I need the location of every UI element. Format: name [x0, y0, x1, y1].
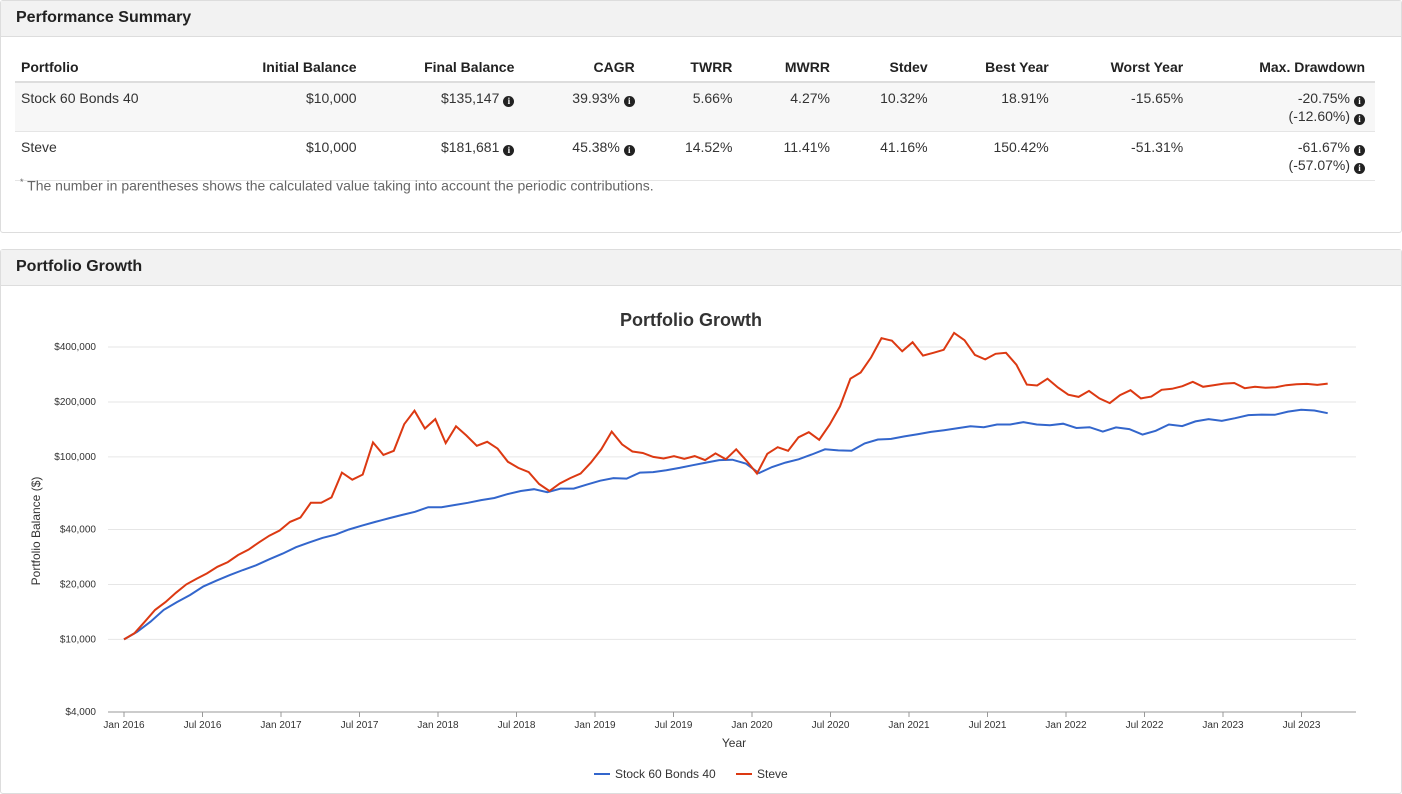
x-axis: Jan 2016 Jul 2016 Jan 2017 Jul 2017 Jan 2018… — [103, 712, 1321, 731]
col-final-balance[interactable]: Final Balance — [366, 53, 525, 83]
col-cagr[interactable]: CAGR — [524, 53, 645, 83]
cell-twrr: 14.52% — [644, 131, 743, 181]
x-tick-label: Jul 2016 — [184, 720, 222, 731]
cell-stdev: 10.32% — [839, 82, 938, 132]
x-tick-label: Jan 2017 — [260, 720, 302, 731]
info-circle-icon[interactable]: i — [503, 96, 515, 107]
cell-portfolio: Stock 60 Bonds 40 — [15, 82, 201, 132]
table-row: Steve $10,000 $181,681 i 45.38% i 14.52% 1… — [15, 131, 1375, 181]
cell-initial: $10,000 — [200, 82, 367, 132]
footnote: * The number in parentheses shows the ca… — [20, 177, 654, 194]
panel-title: Performance Summary — [1, 1, 1401, 37]
col-best-year[interactable]: Best Year — [937, 53, 1059, 83]
performance-table: Portfolio Initial Balance Final Balance … — [15, 53, 1375, 181]
y-axis: $4,000 $10,000 $20,000 $40,000 $100,000 $200,… — [54, 342, 96, 718]
cell-twrr: 5.66% — [644, 82, 743, 132]
series-line — [123, 408, 1328, 641]
panel-title: Portfolio Growth — [1, 250, 1401, 286]
x-tick-label: Jul 2017 — [341, 720, 379, 731]
cell-max-drawdown: -20.75% i (-12.60%) i — [1193, 82, 1375, 132]
legend-item: Stock 60 Bonds 40 — [615, 767, 716, 781]
info-circle-icon[interactable]: i — [503, 145, 515, 156]
legend[interactable]: Stock 60 Bonds 40 Steve — [594, 767, 788, 781]
portfolio-growth-panel: Portfolio Growth — [0, 249, 1402, 794]
y-tick-label: $20,000 — [60, 579, 97, 590]
cell-final: $181,681 i — [366, 131, 525, 181]
x-tick-label: Jul 2023 — [1283, 720, 1321, 731]
maxdd-contrib-value: (-57.07%) — [1288, 157, 1350, 173]
maxdd-value: -20.75% — [1297, 90, 1350, 106]
col-portfolio[interactable]: Portfolio — [15, 53, 201, 83]
info-circle-icon[interactable]: i — [623, 145, 635, 156]
portfolio-growth-chart[interactable]: Portfolio Growth $4,000 $10,000 $20,000 $40… — [0, 286, 1402, 791]
cell-cagr: 45.38% i — [524, 131, 645, 181]
x-tick-label: Jul 2020 — [812, 720, 850, 731]
x-tick-label: Jul 2022 — [1126, 720, 1164, 731]
final-value: $135,147 — [440, 90, 500, 106]
y-tick-label: $4,000 — [65, 707, 96, 718]
legend-item: Steve — [757, 767, 788, 781]
x-tick-label: Jul 2019 — [655, 720, 693, 731]
x-tick-label: Jan 2016 — [103, 720, 145, 731]
y-tick-label: $400,000 — [54, 342, 96, 353]
col-worst-year[interactable]: Worst Year — [1058, 53, 1194, 83]
info-circle-icon[interactable]: i — [1354, 145, 1365, 156]
performance-summary-panel: Performance Summary Portfolio Initial Ba… — [0, 0, 1402, 233]
cell-mwrr: 11.41% — [742, 131, 840, 181]
maxdd-contrib-value: (-12.60%) — [1288, 108, 1350, 124]
x-tick-label: Jan 2022 — [1045, 720, 1087, 731]
col-stdev[interactable]: Stdev — [839, 53, 938, 83]
y-tick-label: $200,000 — [54, 397, 96, 408]
cell-final: $135,147 i — [366, 82, 525, 132]
series-line — [123, 331, 1328, 641]
x-tick-label: Jan 2021 — [888, 720, 930, 731]
x-tick-label: Jan 2019 — [574, 720, 616, 731]
info-circle-icon[interactable]: i — [623, 96, 635, 107]
col-mwrr[interactable]: MWRR — [742, 53, 840, 83]
cell-worst-year: -51.31% — [1058, 131, 1194, 181]
info-circle-icon[interactable]: i — [1354, 163, 1365, 174]
x-tick-label: Jan 2020 — [731, 720, 773, 731]
info-circle-icon[interactable]: i — [1354, 114, 1365, 125]
col-max-drawdown[interactable]: Max. Drawdown — [1193, 53, 1375, 83]
cagr-value: 39.93% — [572, 90, 620, 106]
footnote-mark: * — [20, 177, 24, 187]
final-value: $181,681 — [440, 139, 500, 155]
cell-best-year: 18.91% — [937, 82, 1059, 132]
cell-stdev: 41.16% — [839, 131, 938, 181]
x-tick-label: Jul 2018 — [498, 720, 536, 731]
maxdd-value: -61.67% — [1297, 139, 1350, 155]
info-circle-icon[interactable]: i — [1354, 96, 1365, 107]
footnote-text: The number in parentheses shows the calc… — [27, 177, 654, 194]
table-header-row: Portfolio Initial Balance Final Balance … — [15, 53, 1375, 83]
y-tick-label: $10,000 — [60, 634, 97, 645]
x-tick-label: Jul 2021 — [969, 720, 1007, 731]
cell-initial: $10,000 — [200, 131, 367, 181]
cagr-value: 45.38% — [572, 139, 620, 155]
y-tick-label: $40,000 — [60, 525, 97, 536]
y-tick-label: $100,000 — [54, 452, 96, 463]
cell-cagr: 39.93% i — [524, 82, 645, 132]
x-tick-label: Jan 2018 — [417, 720, 459, 731]
y-axis-label: Portfolio Balance ($) — [29, 477, 43, 586]
cell-max-drawdown: -61.67% i (-57.07%) i — [1193, 131, 1375, 181]
cell-portfolio: Steve — [15, 131, 201, 181]
col-twrr[interactable]: TWRR — [644, 53, 743, 83]
cell-worst-year: -15.65% — [1058, 82, 1194, 132]
grid-lines — [108, 346, 1356, 713]
x-tick-label: Jan 2023 — [1202, 720, 1244, 731]
chart-title: Portfolio Growth — [620, 310, 762, 330]
cell-mwrr: 4.27% — [742, 82, 840, 132]
cell-best-year: 150.42% — [937, 131, 1059, 181]
series-lines — [123, 331, 1328, 641]
x-axis-label: Year — [722, 736, 746, 750]
col-initial-balance[interactable]: Initial Balance — [200, 53, 367, 83]
table-row: Stock 60 Bonds 40 $10,000 $135,147 i 39.9… — [15, 82, 1375, 132]
